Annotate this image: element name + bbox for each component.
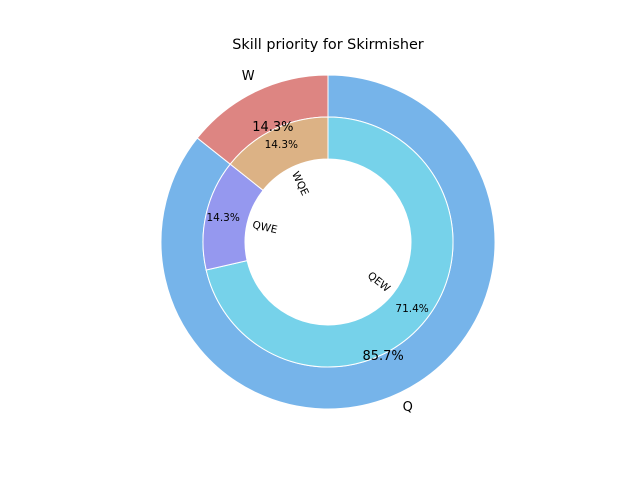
inner-pct-qwe: 14.3% bbox=[206, 212, 239, 224]
inner-pct-wqe: 14.3% bbox=[265, 139, 298, 151]
inner-slice-qew bbox=[205, 116, 454, 368]
inner-label-wqe: WQE bbox=[289, 170, 311, 198]
inner-label-qwe: QWE bbox=[251, 219, 278, 236]
outer-pct-w: 14.3% bbox=[252, 120, 293, 135]
inner-ring bbox=[202, 116, 454, 368]
outer-label-q: Q bbox=[403, 400, 413, 415]
outer-label-w: W bbox=[242, 69, 255, 84]
inner-slice-wqe bbox=[229, 116, 329, 192]
chart-title: Skill priority for Skirmisher bbox=[232, 37, 424, 53]
outer-pct-q: 85.7% bbox=[362, 349, 403, 364]
inner-pct-qew: 71.4% bbox=[395, 303, 428, 315]
inner-label-qew: QEW bbox=[365, 270, 393, 296]
